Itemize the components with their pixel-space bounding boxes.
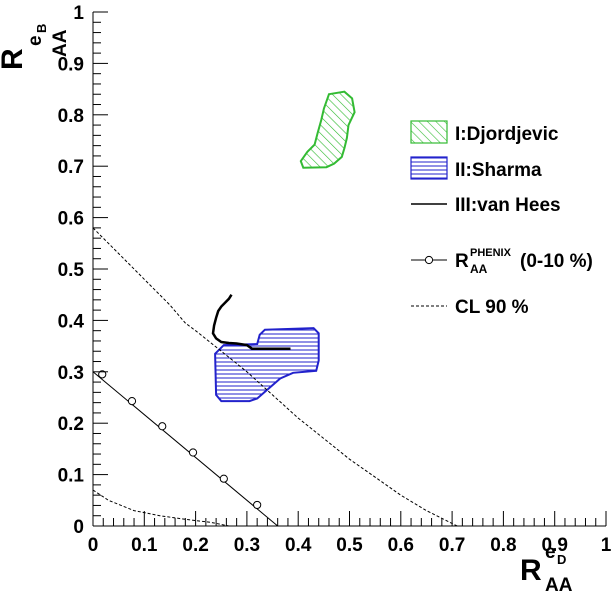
legend-label-vanhees: III:van Hees: [455, 195, 561, 216]
series-3-point: [98, 370, 107, 379]
x-tick-label: 0.5: [336, 535, 363, 556]
y-axis-label-main: R: [0, 48, 29, 70]
legend-item-phenix: R PHENIX AA (0-10 %): [411, 247, 593, 276]
x-tick-label: 0.8: [490, 535, 516, 556]
y-tick-label: 0.4: [58, 311, 85, 332]
x-tick-label: 0.6: [388, 535, 414, 556]
y-tick-label: 0.5: [58, 260, 85, 281]
legend-label-sharma: II:Sharma: [455, 160, 542, 181]
y-tick-label: 0.1: [58, 466, 85, 487]
x-tick-label: 1: [601, 535, 612, 556]
series-3-point: [158, 422, 167, 431]
series-3-fit-line: [92, 371, 279, 527]
y-axis-label: R AA e B: [0, 24, 71, 70]
y-tick-label: 0.7: [58, 157, 84, 178]
y-axis-label-sup: e: [25, 35, 46, 46]
series-3-point: [219, 474, 228, 483]
legend-label-phenix-sub: AA: [470, 262, 488, 276]
series-5-dashed-line: [92, 489, 229, 527]
y-axis-label-supsub: B: [34, 24, 49, 33]
x-tick-label: 0.3: [234, 535, 260, 556]
y-tick-label: 0.8: [58, 106, 84, 127]
legend: I:Djordjevic II:Sharma III:van Hees R PH…: [410, 120, 593, 318]
legend-label-phenix-main: R: [455, 251, 469, 272]
y-tick-label: 1: [73, 3, 84, 24]
series-layer: [92, 90, 458, 527]
legend-item-djordjevic: I:Djordjevic: [410, 120, 559, 145]
x-tick-label: 0.2: [182, 535, 208, 556]
series-3-point: [253, 500, 262, 510]
x-axis-label-sub: AA: [545, 575, 573, 596]
x-tick-label: 0.7: [439, 535, 465, 556]
axis-tick-labels: 0 0.1 0.2 0.3 0.4 0.5 0.6 0.7 0.8 0.9 1 0 0.1 0.2 0.3 0…: [58, 3, 612, 556]
y-tick-label: 0.2: [58, 414, 84, 435]
series-3-point: [188, 448, 198, 457]
x-axis-label-supsub: D: [557, 552, 566, 567]
axis-ticks: [92, 11, 607, 527]
series-3-point: [127, 396, 137, 406]
series-4-dashed-line: [92, 227, 458, 527]
x-tick-label: 0: [88, 535, 99, 556]
legend-label-phenix-sup: PHENIX: [470, 247, 512, 259]
legend-item-vanhees: III:van Hees: [411, 195, 561, 216]
legend-swatch-djordjevic: [410, 120, 448, 144]
y-tick-label: 0.6: [58, 209, 84, 230]
x-tick-label: 0.1: [131, 535, 158, 556]
series-2-line: [211, 294, 291, 350]
y-axis-label-sub: AA: [50, 29, 71, 57]
x-axis-label-sup: e: [545, 542, 556, 563]
series-1-region: [214, 327, 320, 403]
x-axis-label-main: R: [520, 554, 542, 587]
y-tick-label: 0: [73, 517, 84, 538]
legend-swatch-sharma: [410, 156, 448, 180]
y-tick-label: 0.9: [58, 54, 84, 75]
x-tick-label: 0.9: [541, 535, 567, 556]
legend-label-cl90: CL 90 %: [455, 297, 529, 318]
x-axis-label: R AA e D: [520, 542, 573, 596]
legend-item-cl90: CL 90 %: [411, 297, 529, 318]
legend-swatch-phenix-marker: [424, 255, 434, 265]
x-tick-label: 0.4: [285, 535, 312, 556]
legend-item-sharma: II:Sharma: [410, 156, 542, 181]
legend-label-phenix-suffix: (0-10 %): [520, 251, 593, 272]
legend-label-djordjevic: I:Djordjevic: [455, 124, 559, 145]
series-0-region: [299, 90, 356, 169]
y-tick-label: 0.3: [58, 363, 84, 384]
